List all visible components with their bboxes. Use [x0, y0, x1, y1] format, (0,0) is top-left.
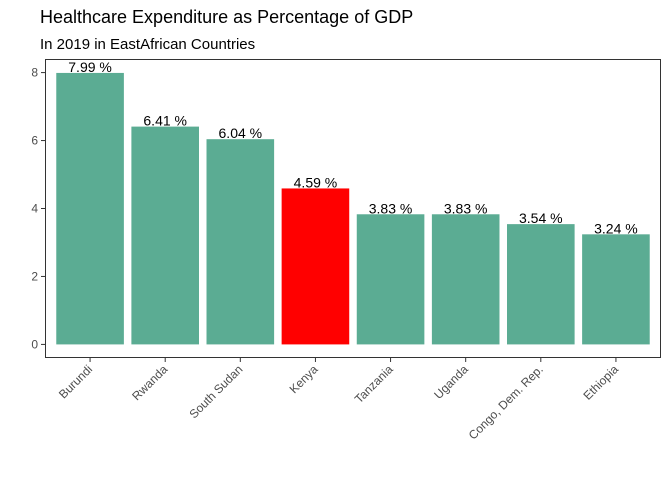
data-label-congo-dem-rep: 3.54 % — [519, 210, 563, 226]
data-label-uganda: 3.83 % — [444, 200, 488, 216]
x-tick-label-congo-dem-rep: Congo, Dem. Rep. — [466, 362, 546, 442]
x-tick-label-burundi: Burundi — [56, 362, 95, 401]
data-label-ethiopia: 3.24 % — [594, 220, 638, 236]
x-tick-label-rwanda: Rwanda — [129, 362, 170, 403]
chart-subtitle: In 2019 in EastAfrican Countries — [40, 36, 255, 53]
data-labels-layer: 7.99 % 6.41 % 6.04 % 4.59 % 3.83 % 3.83 % 3.54… — [68, 59, 637, 236]
bars-layer — [56, 72, 650, 345]
bar-congo-dem-rep — [507, 224, 575, 345]
x-tick-label-kenya: Kenya — [287, 362, 321, 396]
y-tick-label-8: 8 — [31, 66, 38, 80]
x-tick-label-south-sudan: South Sudan — [186, 362, 245, 421]
y-tick-label-4: 4 — [31, 202, 38, 216]
bar-ethiopia — [582, 234, 650, 345]
chart-title: Healthcare Expenditure as Percentage of … — [40, 7, 413, 27]
bar-tanzania — [356, 214, 425, 345]
plot-panel-border — [45, 59, 661, 358]
bar-rwanda — [131, 126, 199, 345]
bar-south-sudan — [206, 139, 275, 345]
y-tick-label-6: 6 — [31, 134, 38, 148]
data-label-kenya: 4.59 % — [294, 174, 338, 190]
data-label-tanzania: 3.83 % — [369, 200, 413, 216]
data-label-rwanda: 6.41 % — [143, 113, 187, 129]
x-tick-label-tanzania: Tanzania — [352, 362, 396, 406]
data-label-burundi: 7.99 % — [68, 59, 112, 75]
bar-burundi — [56, 72, 124, 345]
y-tick-label-0: 0 — [31, 337, 38, 351]
data-label-south-sudan: 6.04 % — [219, 125, 263, 141]
y-tick-label-2: 2 — [31, 269, 38, 283]
bar-kenya — [281, 188, 350, 345]
x-tick-label-uganda: Uganda — [431, 362, 471, 402]
x-tick-label-ethiopia: Ethiopia — [580, 362, 621, 403]
bar-uganda — [431, 214, 500, 345]
